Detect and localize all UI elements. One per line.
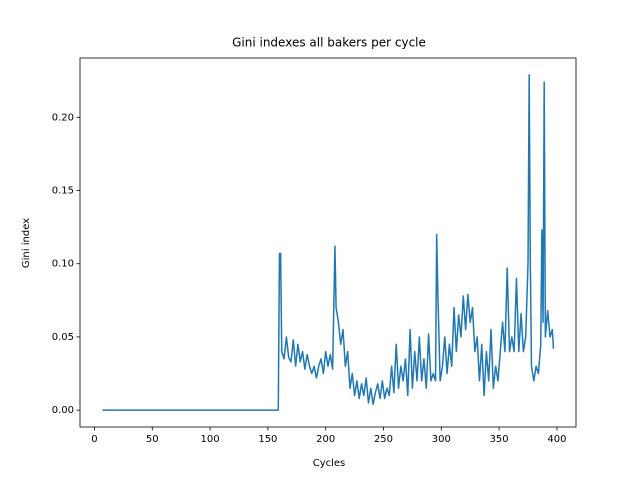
y-axis-label: Gini index [21,218,32,268]
chart-title: Gini indexes all bakers per cycle [232,36,426,50]
y-tick-label: 0.20 [52,112,74,123]
data-line [102,74,555,411]
plot-frame [79,57,577,428]
x-tick-label: 300 [432,434,451,445]
x-tick-label: 50 [146,434,159,445]
y-tick-label: 0.10 [52,259,74,270]
x-tick-label: 400 [547,434,566,445]
x-tick-label: 250 [374,434,393,445]
y-tick-label: 0.05 [52,332,74,343]
x-tick-label: 100 [201,434,220,445]
x-axis-label: Cycles [313,458,346,469]
y-tick-label: 0.00 [52,405,74,416]
x-tick-label: 150 [258,434,277,445]
y-tick-label: 0.15 [52,186,74,197]
x-tick-label: 200 [316,434,335,445]
x-tick-label: 0 [91,434,97,445]
x-tick-label: 350 [490,434,509,445]
